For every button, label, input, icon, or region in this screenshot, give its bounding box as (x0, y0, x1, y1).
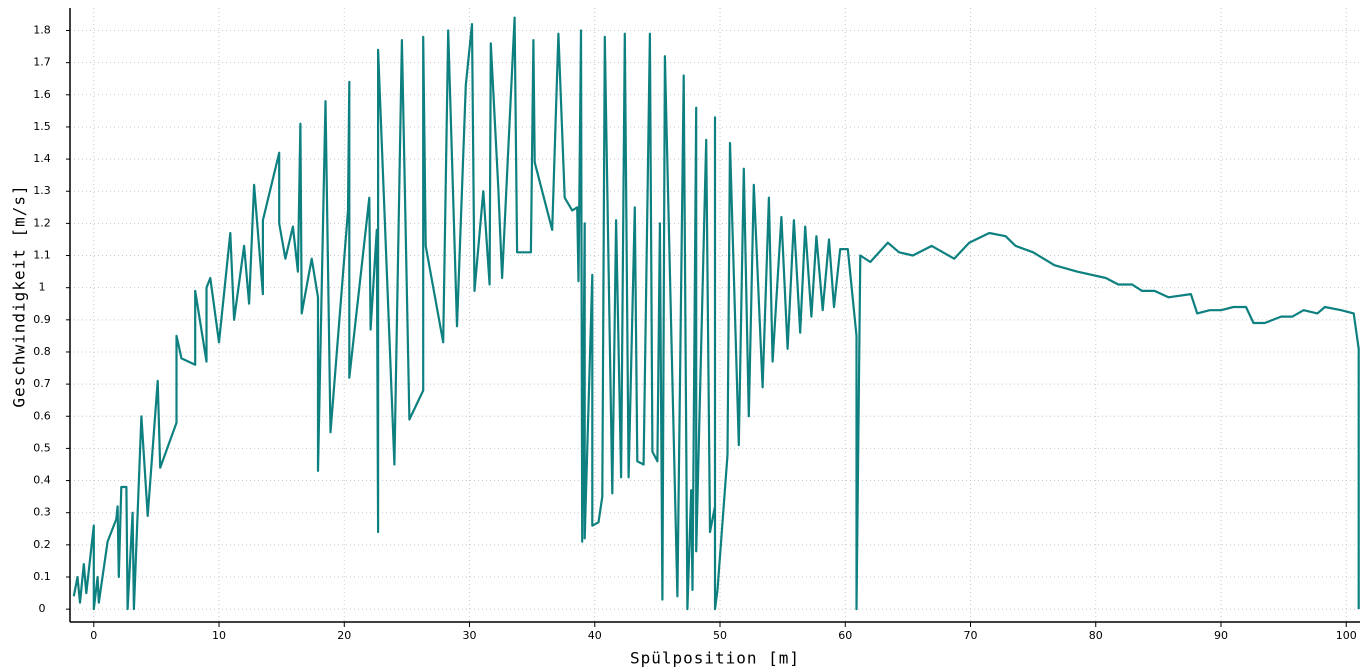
y-tick-label: 1.4 (33, 152, 51, 165)
x-tick-label: 30 (463, 629, 477, 642)
y-tick-label: 1.1 (33, 249, 51, 262)
x-tick-label: 70 (963, 629, 977, 642)
x-tick-label: 0 (90, 629, 97, 642)
y-tick-label: 1.2 (33, 216, 51, 229)
y-tick-label: 0.4 (33, 474, 51, 487)
x-tick-label: 100 (1336, 629, 1357, 642)
y-tick-label: 0.7 (33, 377, 51, 390)
x-tick-label: 80 (1089, 629, 1103, 642)
y-tick-label: 1.3 (33, 184, 51, 197)
x-axis-label: Spülposition [m] (630, 649, 800, 668)
y-tick-label: 1 (39, 281, 46, 294)
y-tick-label: 1.7 (33, 56, 51, 69)
x-tick-label: 50 (713, 629, 727, 642)
y-tick-label: 0.5 (33, 441, 51, 454)
y-tick-label: 1.6 (33, 88, 51, 101)
x-tick-label: 10 (212, 629, 226, 642)
y-tick-label: 0.9 (33, 313, 51, 326)
y-tick-label: 0 (39, 602, 46, 615)
y-tick-label: 0.2 (33, 538, 51, 551)
y-tick-label: 0.1 (33, 570, 51, 583)
y-tick-label: 1.8 (33, 24, 51, 37)
x-tick-label: 90 (1214, 629, 1228, 642)
x-tick-label: 20 (337, 629, 351, 642)
y-tick-label: 0.3 (33, 506, 51, 519)
x-tick-label: 40 (588, 629, 602, 642)
y-axis-label: Geschwindigkeit [m/s] (10, 184, 29, 407)
y-tick-label: 0.8 (33, 345, 51, 358)
y-tick-label: 1.5 (33, 120, 51, 133)
x-tick-label: 60 (838, 629, 852, 642)
data-line (72, 16, 1360, 611)
y-tick-label: 0.6 (33, 409, 51, 422)
